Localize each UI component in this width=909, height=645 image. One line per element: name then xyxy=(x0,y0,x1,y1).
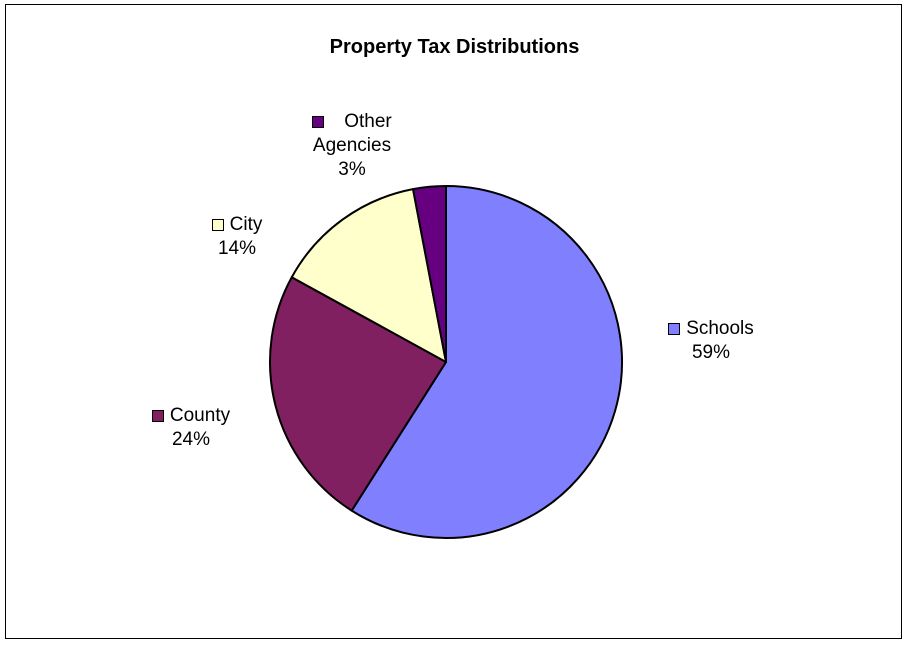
schools-pct: 59% xyxy=(691,342,731,363)
schools-label-text: Schools xyxy=(686,318,754,339)
slice-city xyxy=(290,188,447,363)
other-agencies-swatch xyxy=(312,116,325,128)
city-label-text: City xyxy=(229,214,263,235)
county-label-text: County xyxy=(169,405,231,426)
chart-title: Property Tax Distributions xyxy=(329,36,580,58)
county-swatch xyxy=(151,410,164,422)
other-agencies-label-line1: Other xyxy=(344,111,392,132)
other-agencies-pct: 3% xyxy=(338,159,366,180)
slice-other-agencies xyxy=(412,185,447,363)
city-swatch xyxy=(211,219,224,231)
data-label-schools: Schools 59% xyxy=(655,317,767,365)
slice-schools xyxy=(350,185,623,539)
slice-county xyxy=(269,276,447,512)
data-label-city: City 14% xyxy=(187,213,287,261)
data-label-other-agencies: Other Agencies 3% xyxy=(277,110,427,182)
other-agencies-label-line2: Agencies xyxy=(312,135,392,156)
county-pct: 24% xyxy=(171,429,211,450)
city-pct: 14% xyxy=(217,238,257,259)
data-label-county: County 24% xyxy=(135,404,247,452)
schools-swatch xyxy=(668,323,681,335)
